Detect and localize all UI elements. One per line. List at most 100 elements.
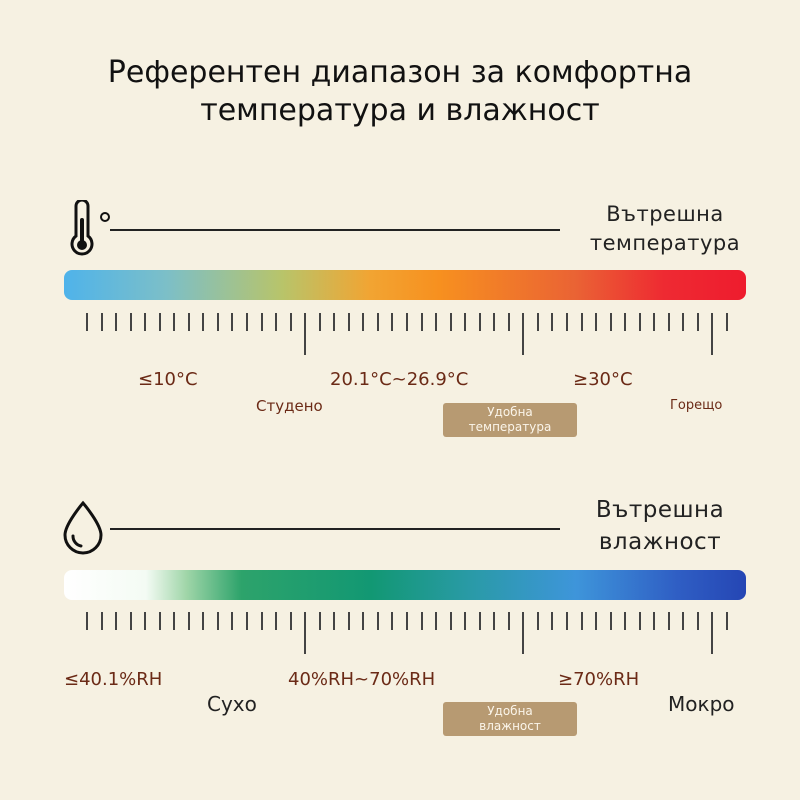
scale-tick [536, 612, 539, 630]
scale-tick [507, 313, 510, 331]
scale-tick [347, 313, 350, 331]
humidity-leader-line [110, 528, 560, 530]
temperature-hot-label: Горещо [670, 398, 723, 413]
scale-tick [435, 612, 438, 630]
thermometer-icon [70, 200, 110, 256]
temperature-badge-line-1: Удобна [487, 405, 533, 419]
scale-tick [536, 313, 539, 331]
scale-tick [187, 313, 190, 331]
humidity-wet-label: Мокро [668, 692, 735, 716]
scale-tick [478, 612, 481, 630]
temperature-label: Вътрешна температура [560, 200, 770, 258]
page-title: Референтен диапазон за комфортна темпера… [0, 54, 800, 130]
humidity-badge-line-1: Удобна [487, 704, 533, 718]
scale-tick [667, 313, 670, 331]
scale-tick [231, 612, 234, 630]
scale-tick [144, 612, 147, 630]
scale-tick [187, 612, 190, 630]
temperature-gradient-bar [64, 270, 746, 300]
scale-tick [318, 313, 321, 331]
scale-tick [362, 612, 365, 630]
scale-tick [391, 612, 394, 630]
scale-tick [478, 313, 481, 331]
scale-tick [653, 612, 656, 630]
scale-tick [609, 313, 612, 331]
temperature-high-value: ≥30°C [573, 369, 633, 390]
scale-major-tick [711, 313, 714, 355]
scale-tick [551, 612, 554, 630]
scale-tick [551, 313, 554, 331]
temperature-label-line-2: температура [589, 231, 741, 255]
scale-tick [638, 612, 641, 630]
humidity-dry-label: Сухо [207, 692, 257, 716]
temperature-leader-line [110, 229, 560, 231]
scale-tick [376, 612, 379, 630]
scale-tick [144, 313, 147, 331]
scale-tick [420, 313, 423, 331]
scale-tick [493, 612, 496, 630]
scale-tick [682, 612, 685, 630]
scale-tick [289, 612, 292, 630]
scale-tick [216, 313, 219, 331]
scale-major-tick [522, 313, 525, 355]
scale-tick [86, 313, 88, 331]
humidity-gradient-bar [64, 570, 746, 600]
scale-tick [202, 612, 205, 630]
scale-tick [129, 612, 132, 630]
scale-tick [449, 313, 452, 331]
scale-tick [624, 612, 627, 630]
scale-tick [216, 612, 219, 630]
scale-tick [638, 313, 641, 331]
humidity-label-line-2: влажност [598, 529, 722, 555]
scale-tick [435, 313, 438, 331]
scale-tick [231, 313, 234, 331]
temperature-cold-label: Студено [256, 397, 323, 415]
humidity-comfort-range: 40%RH~70%RH [288, 669, 436, 690]
scale-tick [275, 612, 278, 630]
scale-tick [609, 612, 612, 630]
scale-tick [173, 313, 176, 331]
scale-tick [202, 313, 205, 331]
scale-tick [347, 612, 350, 630]
scale-tick [696, 612, 699, 630]
scale-tick [580, 313, 583, 331]
scale-tick [158, 313, 161, 331]
temperature-low-value: ≤10°C [138, 369, 198, 390]
scale-tick [246, 313, 248, 331]
scale-tick [115, 612, 118, 630]
scale-tick [333, 612, 336, 630]
scale-tick [696, 313, 699, 331]
scale-major-tick [711, 612, 714, 654]
humidity-comfort-badge: Удобна влажност [443, 702, 577, 736]
scale-tick [595, 313, 598, 331]
scale-tick [289, 313, 292, 331]
scale-tick [624, 313, 627, 331]
scale-tick [275, 313, 278, 331]
humidity-label-line-1: Вътрешна [595, 497, 725, 523]
scale-tick [566, 313, 568, 331]
scale-major-tick [304, 313, 307, 355]
scale-tick [464, 612, 467, 630]
scale-tick [333, 313, 336, 331]
scale-tick [507, 612, 510, 630]
temperature-scale-ticks [86, 313, 728, 355]
scale-tick [667, 612, 670, 630]
scale-tick [391, 313, 394, 331]
temperature-badge-line-2: температура [468, 420, 552, 434]
scale-tick [100, 313, 103, 331]
scale-tick [493, 313, 496, 331]
humidity-low-value: ≤40.1%RH [64, 669, 163, 690]
scale-tick [726, 313, 728, 331]
scale-tick [129, 313, 132, 331]
scale-tick [406, 313, 408, 331]
temperature-comfort-range: 20.1°C~26.9°C [330, 369, 469, 390]
humidity-badge-line-2: влажност [479, 719, 541, 733]
scale-tick [464, 313, 467, 331]
scale-tick [420, 612, 423, 630]
scale-tick [173, 612, 176, 630]
scale-tick [100, 612, 103, 630]
temperature-comfort-badge: Удобна температура [443, 403, 577, 437]
temperature-label-line-1: Вътрешна [606, 202, 724, 226]
scale-tick [158, 612, 161, 630]
scale-tick [376, 313, 379, 331]
